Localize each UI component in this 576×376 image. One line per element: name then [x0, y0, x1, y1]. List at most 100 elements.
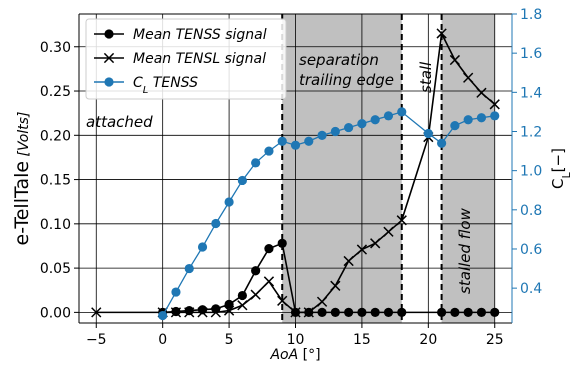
data-point	[344, 307, 354, 317]
annotation-trailing-edge: trailing edge	[299, 71, 394, 89]
data-point	[344, 122, 354, 133]
data-point	[158, 310, 168, 321]
annotation-attached: attached	[86, 113, 153, 131]
data-point	[264, 244, 274, 254]
data-point	[383, 226, 394, 237]
legend-marker	[103, 52, 115, 64]
y-right-tick-label: 1.0	[520, 164, 542, 180]
y-left-tick-label: 0.20	[40, 128, 71, 144]
shaded-region	[441, 14, 495, 323]
data-point	[237, 300, 248, 311]
shaded-region	[282, 14, 402, 323]
annotation-separation: separation	[299, 51, 379, 69]
x-tick-label: 5	[225, 332, 234, 348]
data-point	[476, 307, 487, 317]
legend-label: Mean TENSL signal	[133, 51, 266, 67]
data-point	[263, 276, 275, 287]
y-right-tick-label: 1.8	[520, 7, 542, 23]
data-point	[463, 72, 474, 83]
y-left-tick-label: 0.15	[40, 173, 71, 189]
x-tick-label: 0	[158, 332, 167, 348]
data-point	[304, 136, 314, 146]
data-point	[184, 263, 194, 274]
data-point	[237, 290, 247, 301]
data-point	[277, 295, 288, 306]
legend-marker	[104, 29, 114, 39]
x-tick-label: −5	[86, 332, 107, 348]
data-point	[476, 87, 487, 98]
x-tick-label: 25	[486, 332, 504, 348]
data-point	[370, 238, 381, 249]
data-point	[303, 307, 314, 318]
y-left-tick-label: 0.10	[40, 217, 71, 233]
annotation-stall: stall	[417, 61, 435, 93]
y-right-tick-label: 0.6	[520, 242, 542, 258]
data-point	[357, 119, 367, 129]
y-right-tick-label: 1.2	[520, 124, 542, 140]
legend: Mean TENSS signal Mean TENSL signal CL TEN…	[85, 18, 287, 100]
data-point	[290, 140, 301, 150]
data-point	[330, 307, 340, 317]
data-point	[476, 113, 487, 123]
data-point	[356, 244, 368, 255]
x-axis-label: AoA [°]	[269, 347, 320, 363]
data-point	[489, 99, 500, 110]
data-point	[463, 115, 473, 125]
data-point	[490, 111, 500, 121]
data-point	[437, 138, 447, 148]
legend-label: Mean TENSS signal	[133, 27, 267, 43]
data-point	[197, 307, 208, 318]
data-point	[171, 287, 181, 297]
data-point	[224, 299, 234, 310]
y-left-tick-label: 0.30	[40, 40, 71, 56]
y-left-axis-label: e-TellTale [Volts]	[11, 112, 33, 246]
y-right-tick-label: 1.4	[520, 85, 542, 101]
data-point	[277, 136, 287, 146]
data-point	[423, 128, 433, 139]
y-left-tick-label: 0.25	[40, 84, 71, 100]
data-point	[210, 307, 221, 318]
data-point	[184, 306, 194, 316]
series-layer	[91, 28, 500, 321]
y-right-tick-label: 1.6	[520, 46, 542, 62]
y-right-tick-label: 0.8	[520, 203, 542, 219]
y-left-tick-label: 0.00	[40, 305, 71, 321]
data-point	[91, 307, 102, 318]
x-tick-label: 10	[287, 332, 305, 348]
data-point	[450, 121, 460, 131]
data-point	[223, 305, 235, 316]
data-point	[370, 307, 380, 317]
data-point	[211, 218, 221, 229]
data-point	[197, 242, 208, 252]
data-point	[357, 307, 367, 317]
data-point	[450, 307, 460, 317]
data-point	[463, 307, 473, 317]
legend-item: CL TENSS	[94, 75, 198, 96]
legend-box	[85, 18, 287, 100]
data-point	[490, 307, 500, 317]
y-right-tick-label: 0.4	[520, 281, 542, 297]
y-right-axis-label: CL[−]	[549, 148, 573, 189]
data-point	[251, 266, 261, 276]
data-point	[317, 307, 327, 317]
data-point	[250, 289, 261, 300]
data-point	[184, 307, 195, 318]
series-line	[96, 30, 496, 314]
legend-item: Mean TENSL signal	[94, 51, 266, 67]
data-point	[383, 111, 394, 121]
data-point	[264, 146, 274, 156]
data-point	[317, 130, 327, 141]
data-point	[290, 307, 301, 318]
data-point	[316, 296, 328, 307]
x-tick-label: 15	[353, 332, 371, 348]
data-point	[170, 307, 182, 318]
data-point	[397, 107, 407, 117]
x-tick-label: 20	[419, 332, 437, 348]
y-left-tick-label: 0.05	[40, 261, 71, 277]
shaded-regions	[282, 14, 495, 323]
series-x	[91, 28, 500, 318]
data-point	[397, 307, 407, 317]
data-point	[343, 255, 354, 267]
data-point	[370, 115, 380, 125]
